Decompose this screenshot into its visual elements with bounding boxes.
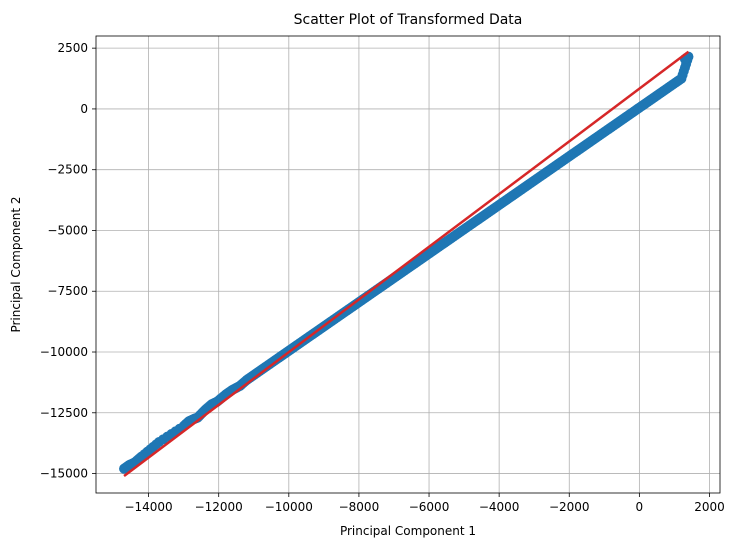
fit-line <box>123 50 690 477</box>
y-tick-label: −7500 <box>47 284 88 298</box>
y-tick-label: −5000 <box>47 223 88 237</box>
x-tick-label: −2000 <box>549 500 590 514</box>
chart-title: Scatter Plot of Transformed Data <box>294 12 523 28</box>
y-axis-title: Principal Component 2 <box>9 196 23 332</box>
scatter-point <box>151 439 162 450</box>
x-tick-label: −8000 <box>339 500 380 514</box>
x-tick-label: −12000 <box>195 500 243 514</box>
plot-frame <box>95 35 721 494</box>
y-tick-label: −10000 <box>40 345 88 359</box>
y-tick-label: 0 <box>80 102 88 116</box>
y-tick-label: 2500 <box>57 41 88 55</box>
grid-lines <box>96 36 720 493</box>
x-tick-label: −10000 <box>265 500 313 514</box>
x-tick-label: −14000 <box>124 500 172 514</box>
y-axis-ticks: 2500 0 −2500 −5000 −7500 −10000 −12500 −15000 <box>40 41 96 481</box>
y-tick-label: −15000 <box>40 467 88 481</box>
x-tick-label: −4000 <box>479 500 520 514</box>
x-axis-title: Principal Component 1 <box>340 524 476 538</box>
x-tick-label: 0 <box>636 500 644 514</box>
fit-line-layer <box>123 50 690 477</box>
x-axis-ticks: −14000 −12000 −10000 −8000 −6000 −4000 −2000 0 2… <box>124 493 725 514</box>
x-tick-label: 2000 <box>694 500 725 514</box>
data-points <box>119 51 694 474</box>
y-tick-label: −12500 <box>40 406 88 420</box>
x-tick-label: −6000 <box>409 500 450 514</box>
y-tick-label: −2500 <box>47 163 88 177</box>
